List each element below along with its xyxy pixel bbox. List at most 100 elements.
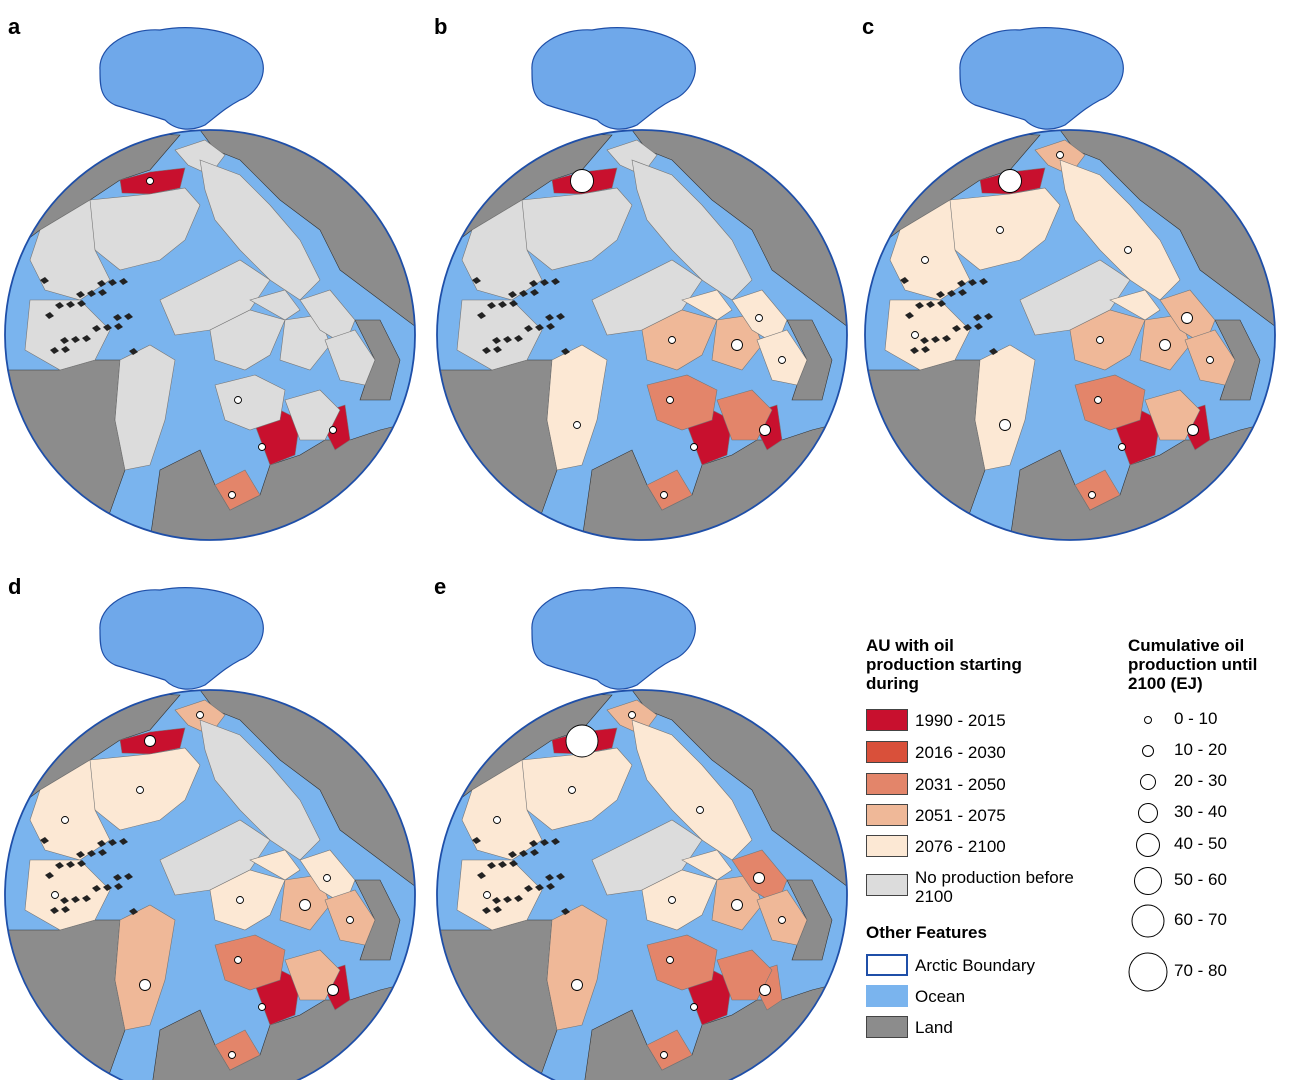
island-mark [103, 324, 112, 331]
canadian-archipelago [472, 837, 570, 915]
assessment-unit-greenland-e [546, 344, 608, 471]
island-mark [493, 906, 502, 913]
island-mark [40, 837, 49, 844]
island-mark [477, 872, 486, 879]
greenland-shape [99, 27, 264, 130]
island-mark [947, 290, 956, 297]
island-mark [498, 861, 507, 868]
production-circle [144, 735, 156, 747]
production-circle [778, 916, 786, 924]
size-circle-mark [1144, 716, 1152, 724]
production-circle [1159, 339, 1171, 351]
assessment-unit-canada-w [889, 199, 971, 301]
size-circle-mark [1134, 867, 1162, 895]
island-mark [498, 301, 507, 308]
island-mark [113, 874, 122, 881]
map-panel-d: d [0, 560, 430, 1080]
production-circle [753, 872, 765, 884]
island-mark [926, 301, 935, 308]
island-mark [472, 837, 481, 844]
legend-swatch [866, 804, 908, 826]
legend-cumulative-title: Cumulative oil production until 2100 (EJ… [1128, 636, 1257, 693]
island-mark [92, 325, 101, 332]
assessment-unit-canada-e [456, 299, 543, 371]
island-mark [97, 280, 106, 287]
production-circle [1187, 424, 1199, 436]
island-mark [71, 336, 80, 343]
assessment-unit-canada-w [29, 759, 111, 861]
production-circle [660, 1051, 668, 1059]
arctic-map-b [436, 27, 848, 541]
legend-title-line: during [866, 674, 919, 693]
island-mark [98, 289, 107, 296]
island-mark [487, 862, 496, 869]
assessment-unit-yamal [214, 374, 286, 431]
production-circle [731, 899, 743, 911]
island-mark [529, 280, 538, 287]
land-mass [437, 919, 558, 1080]
assessment-unit-greenland-e [114, 344, 176, 471]
assessment-unit-canada-w [461, 759, 543, 861]
legend-size-label: 30 - 40 [1174, 802, 1227, 821]
legend-production-start: AU with oil production starting during 1… [866, 636, 1116, 1056]
assessment-unit-greenland-e [114, 904, 176, 1031]
legend-cumulative-production: Cumulative oil production until 2100 (EJ… [1128, 636, 1294, 996]
legend-item-label: 2076 - 2100 [915, 836, 1006, 856]
legend-item-label: 1990 - 2015 [915, 710, 1006, 730]
assessment-unit-barents-w [681, 289, 733, 321]
land-mass [865, 359, 986, 540]
assessment-unit-ridge [159, 259, 271, 336]
production-circle [493, 816, 501, 824]
island-mark [546, 323, 555, 330]
assessment-unit-yamal [214, 934, 286, 991]
production-circle [668, 336, 676, 344]
production-circle [573, 421, 581, 429]
island-mark [519, 290, 528, 297]
arctic-boundary [4, 689, 416, 1080]
production-circle [136, 786, 144, 794]
island-mark [545, 314, 554, 321]
island-mark [124, 873, 133, 880]
legend-size-circle [1131, 904, 1165, 938]
island-mark [45, 872, 54, 879]
arctic-boundary [4, 129, 416, 541]
production-circle [778, 356, 786, 364]
assessment-unit-southeast [646, 469, 693, 511]
island-mark [66, 301, 75, 308]
production-circle [1096, 336, 1104, 344]
island-mark [82, 895, 91, 902]
legend-swatch [866, 709, 908, 731]
panel-label-d: d [8, 574, 22, 599]
assessment-unit-greenland-e [974, 344, 1036, 471]
map-panel-b: b [432, 0, 862, 541]
island-mark [129, 348, 138, 355]
island-mark [493, 346, 502, 353]
island-mark [508, 851, 517, 858]
production-circle [51, 891, 59, 899]
size-circle-mark [1140, 774, 1156, 790]
production-circle [1206, 356, 1214, 364]
production-circle [759, 424, 771, 436]
legend-size-circle [1142, 745, 1154, 757]
assessment-unit-yamal [646, 374, 718, 431]
island-mark [482, 347, 491, 354]
assessment-unit-canada-w [29, 199, 111, 301]
production-circle [668, 896, 676, 904]
island-mark [984, 313, 993, 320]
production-circle [1094, 396, 1102, 404]
panel-label-b: b [434, 14, 448, 39]
island-mark [900, 277, 909, 284]
production-circle [1056, 151, 1064, 159]
island-mark [61, 346, 70, 353]
production-circle [329, 426, 337, 434]
canadian-archipelago [40, 837, 138, 915]
legend-swatch [866, 741, 908, 763]
legend-item-2076-2100: 2076 - 2100 [866, 835, 1006, 857]
legend-item-label: 2031 - 2050 [915, 774, 1006, 794]
legend-item-label: Ocean [915, 986, 966, 1006]
island-mark [910, 347, 919, 354]
island-mark [974, 323, 983, 330]
assessment-unit-norway-sea [209, 309, 286, 371]
island-mark [55, 302, 64, 309]
size-circle-mark [1131, 904, 1165, 938]
